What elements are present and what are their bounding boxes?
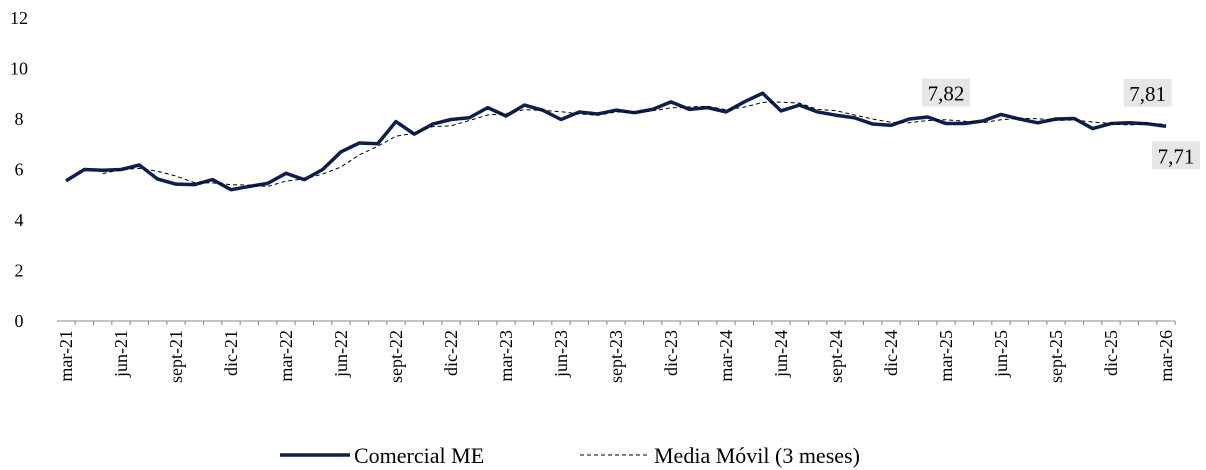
legend-label: Media Móvil (3 meses): [654, 443, 860, 468]
x-tick-label: sept-21: [166, 330, 186, 383]
y-tick-label: 10: [10, 59, 28, 79]
data-label-group: 7,71: [1152, 141, 1200, 170]
x-tick-label: sept-23: [606, 330, 626, 383]
y-tick-label: 8: [15, 109, 24, 129]
x-tick-label: jun-25: [991, 330, 1011, 378]
x-tick-label: dic-22: [441, 330, 461, 376]
x-tick-label: mar-21: [56, 330, 76, 382]
x-tick-label: mar-25: [936, 330, 956, 382]
x-tick-label: jun-21: [111, 330, 131, 378]
data-label-bg: [922, 78, 970, 107]
legend-label: Comercial ME: [354, 443, 484, 468]
data-label: 7,71: [1158, 144, 1195, 168]
series-line: [65, 91, 1167, 192]
series-line: [102, 101, 1167, 187]
data-label: 7,81: [1129, 82, 1166, 106]
x-tick-label: sept-24: [826, 330, 846, 383]
x-tick-label: sept-25: [1046, 330, 1066, 383]
x-tick-label: mar-26: [1156, 330, 1176, 382]
x-tick-label: sept-22: [386, 330, 406, 383]
data-label-group: 7,81: [1123, 78, 1172, 107]
x-tick-label: mar-23: [496, 330, 516, 382]
y-tick-label: 2: [15, 261, 24, 281]
x-tick-label: jun-24: [771, 330, 791, 378]
x-tick-label: dic-24: [881, 330, 901, 376]
x-tick-label: mar-22: [276, 330, 296, 382]
data-label-bg: [1123, 78, 1172, 107]
x-tick-label: dic-21: [221, 330, 241, 376]
data-label-bg: [1152, 141, 1200, 170]
data-label-group: 7,82: [922, 78, 970, 107]
x-tick-label: dic-23: [661, 330, 681, 376]
x-tick-label: dic-25: [1101, 330, 1121, 376]
y-tick-label: 4: [15, 210, 24, 230]
x-tick-label: jun-22: [331, 330, 351, 378]
x-tick-label: mar-24: [716, 330, 736, 382]
y-tick-label: 12: [10, 8, 28, 28]
y-tick-label: 0: [15, 311, 24, 331]
data-label: 7,82: [928, 82, 965, 106]
y-tick-label: 6: [15, 160, 24, 180]
x-tick-label: jun-23: [551, 330, 571, 378]
